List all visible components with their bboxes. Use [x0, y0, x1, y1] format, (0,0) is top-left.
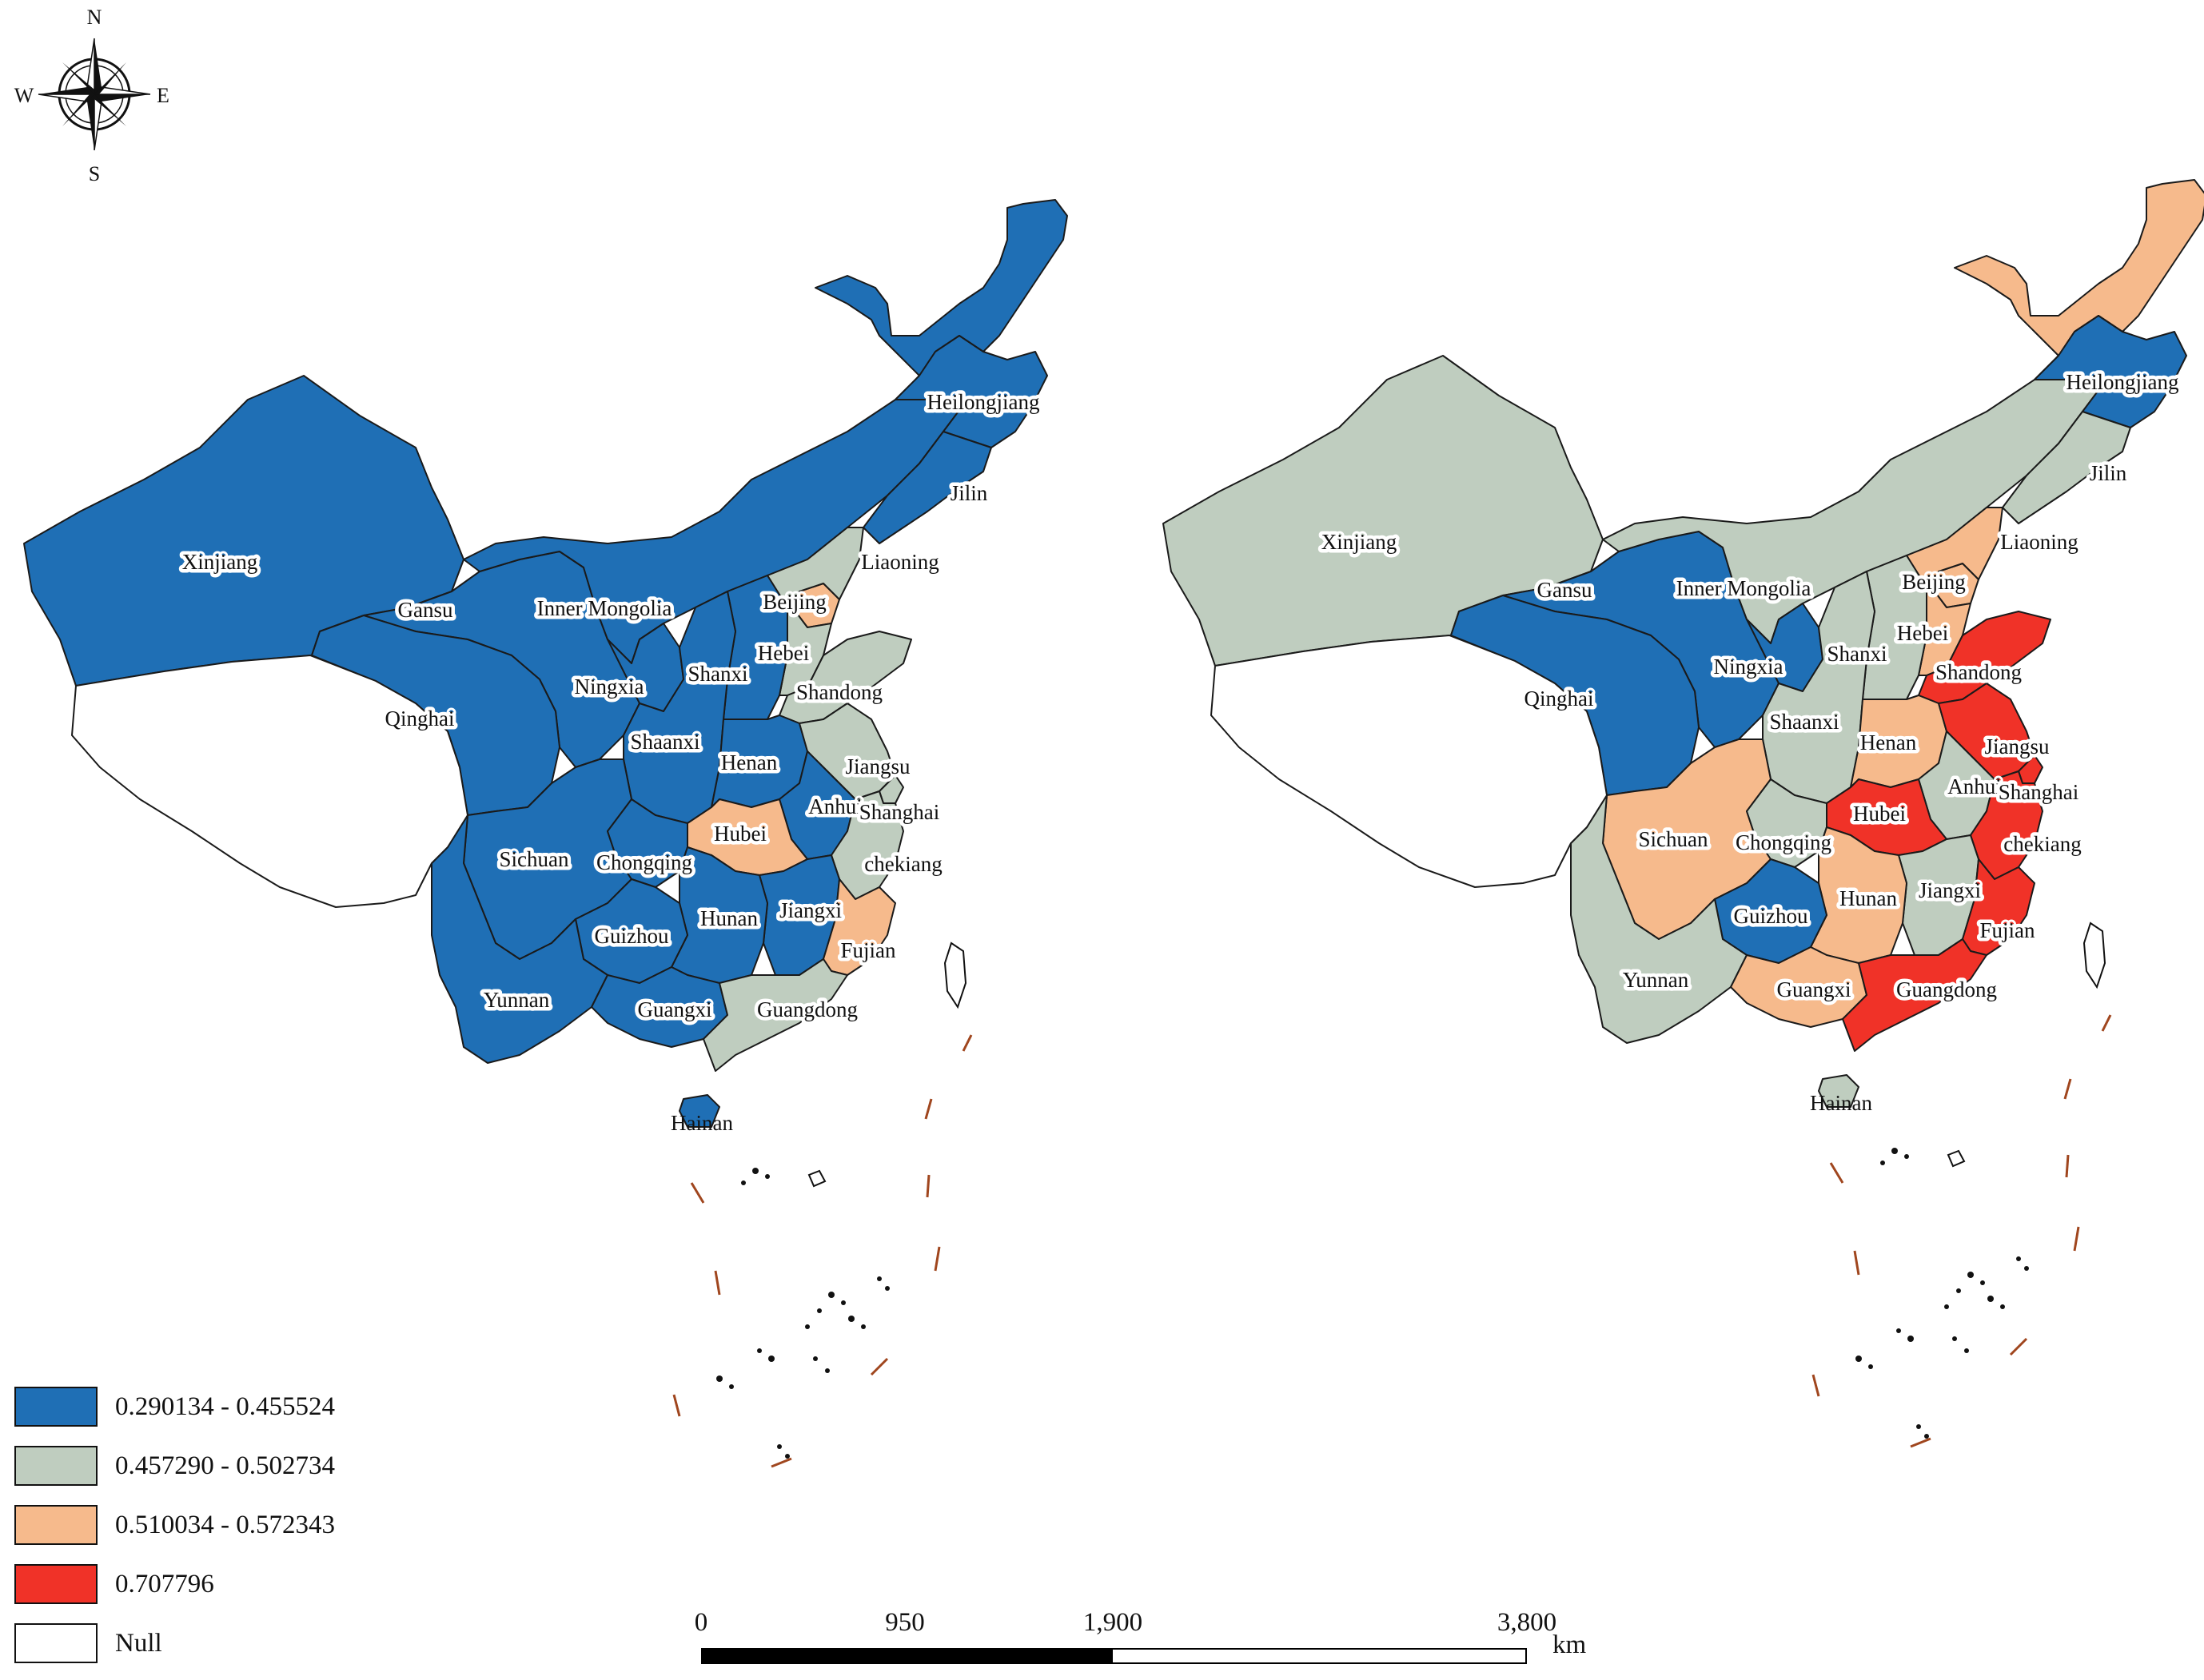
province-label: Qinghai — [1524, 687, 1594, 711]
province-label: Heilongjiang — [2066, 370, 2179, 394]
province-label: Jiangsu — [846, 754, 911, 778]
province-label: Jilin — [2090, 461, 2127, 485]
right-map: Xinjiang Gansu Inner Mongolia Heilongjiang J… — [1162, 179, 2204, 1448]
legend-item: 0.290134 - 0.455524 — [14, 1387, 335, 1427]
province-label: Shaanxi — [631, 730, 700, 754]
compass-east: E — [157, 84, 169, 107]
province-label: Guangdong — [1896, 977, 1997, 1001]
province-label: Hubei — [1853, 802, 1906, 826]
compass-south: S — [89, 162, 100, 185]
province-label: Gansu — [1537, 578, 1592, 602]
province-label: Gansu — [398, 598, 453, 622]
province-label: Jilin — [951, 481, 988, 505]
province-label: Shaanxi — [1770, 710, 1839, 734]
legend-swatch — [14, 1623, 98, 1663]
legend-label: 0.457290 - 0.502734 — [115, 1451, 335, 1480]
province-label: Jiangsu — [1985, 735, 2051, 758]
province-label: Shanxi — [688, 662, 747, 686]
legend-swatch — [14, 1446, 98, 1486]
province-label: chekiang — [2003, 832, 2081, 856]
scale-tick-label: 1,900 — [1082, 1608, 1143, 1637]
province-label: Beijing — [763, 590, 827, 614]
compass-north: N — [87, 6, 102, 29]
province-label: Hunan — [1839, 886, 1897, 910]
province-label: Henan — [721, 750, 778, 774]
scale-unit: km — [1552, 1630, 1587, 1659]
legend-item: Null — [14, 1623, 162, 1663]
province-label: Shanghai — [1999, 780, 2079, 804]
legend-swatch — [14, 1387, 98, 1427]
scale-tick-label: 3,800 — [1497, 1608, 1557, 1637]
legend-item: 0.457290 - 0.502734 — [14, 1446, 335, 1486]
province-label: Xinjiang — [1321, 530, 1397, 554]
province-label: Heilongjiang — [927, 390, 1040, 414]
compass-icon: N S E W — [14, 6, 169, 185]
province-label: Shandong — [796, 680, 883, 704]
province-label: Inner Mongolia — [537, 596, 672, 620]
province-label: Yunnan — [1623, 968, 1689, 992]
province-label: Jiangxi — [1919, 878, 1981, 902]
province-label: Guangxi — [1777, 977, 1851, 1001]
legend-swatch — [14, 1505, 98, 1545]
province-label: Ningxia — [575, 675, 644, 699]
province-label: Sichuan — [1639, 827, 1708, 851]
legend-item: 0.510034 - 0.572343 — [14, 1505, 335, 1545]
scale-tick-label: 0 — [694, 1608, 708, 1637]
province-label: Henan — [1860, 731, 1917, 754]
province-label: Fujian — [1979, 918, 2035, 942]
compass-west: W — [14, 84, 34, 107]
province-label: Jiangxi — [779, 898, 842, 922]
scale-bar-black-segment — [701, 1648, 1113, 1664]
province-label: Hebei — [1897, 621, 1948, 645]
scale-tick-label: 950 — [885, 1608, 925, 1637]
province-label: Hainan — [1810, 1091, 1872, 1115]
province-label: Chongqing — [596, 850, 692, 874]
legend-item: 0.707796 — [14, 1564, 214, 1604]
scale-bar: 0 950 1,900 3,800 km — [694, 1608, 1587, 1672]
province-label: Beijing — [1902, 570, 1966, 594]
province-label: Guangxi — [638, 997, 712, 1021]
province-label: Shanghai — [859, 800, 940, 824]
province-label: Xinjiang — [182, 550, 258, 574]
province-label: Sichuan — [500, 847, 569, 871]
province-label: Guizhou — [1734, 904, 1808, 928]
province-label: Anhui — [1947, 774, 2002, 798]
province-label: Liaoning — [2000, 530, 2078, 554]
province-label: Hainan — [671, 1111, 733, 1135]
scale-bar-white-segment — [1111, 1648, 1527, 1664]
province-label: Liaoning — [861, 550, 939, 574]
province-label: chekiang — [864, 852, 942, 876]
province-label: Shandong — [1935, 660, 2022, 684]
legend-label: 0.290134 - 0.455524 — [115, 1391, 335, 1421]
province-label: Guizhou — [595, 924, 669, 948]
province-label: Fujian — [840, 938, 896, 962]
province-label: Inner Mongolia — [1676, 576, 1811, 600]
province-label: Yunnan — [484, 988, 550, 1012]
province-label: Ningxia — [1714, 655, 1784, 679]
province-label: Hubei — [714, 822, 767, 846]
province-label: Qinghai — [385, 707, 455, 731]
province-label: Hunan — [700, 906, 758, 930]
legend-label: Null — [115, 1628, 162, 1658]
left-map: Xinjiang Gansu Inner Mongolia Heilongjiang J… — [23, 199, 1068, 1468]
legend-swatch — [14, 1564, 98, 1604]
legend-label: 0.707796 — [115, 1569, 214, 1598]
province-label: Hebei — [758, 641, 809, 665]
province-label: Chongqing — [1736, 830, 1831, 854]
province-label: Shanxi — [1827, 642, 1887, 666]
legend-label: 0.510034 - 0.572343 — [115, 1510, 335, 1539]
province-label: Anhui — [808, 794, 863, 818]
province-label: Guangdong — [757, 997, 858, 1021]
